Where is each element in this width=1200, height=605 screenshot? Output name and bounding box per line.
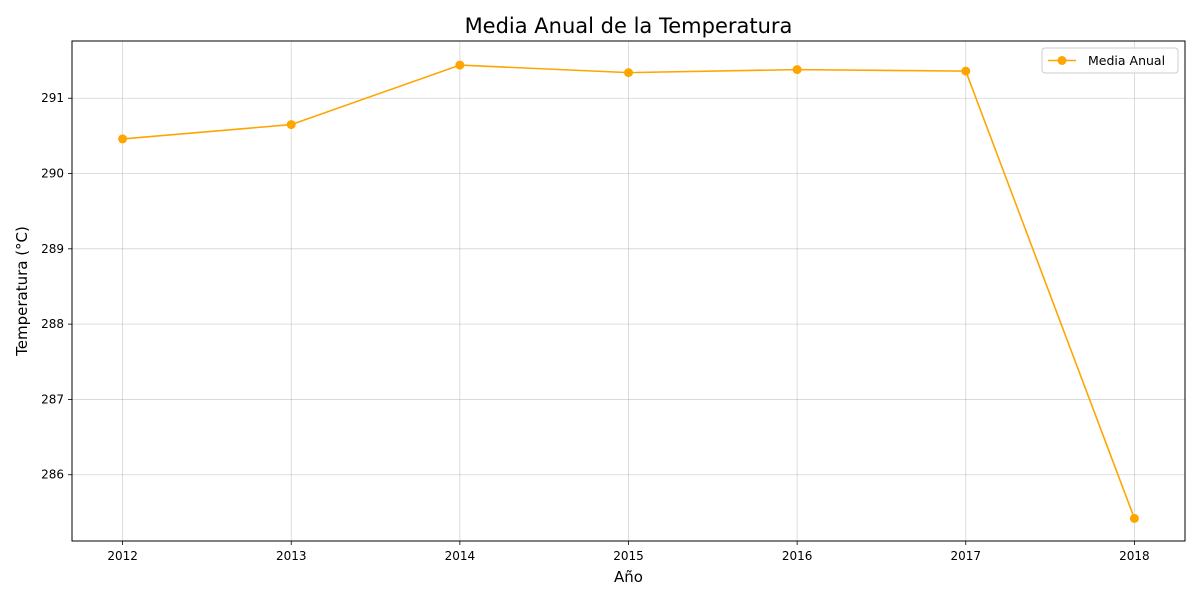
data-point (455, 60, 465, 70)
legend-box (1041, 47, 1179, 74)
y-tick-label: 289 (41, 242, 64, 256)
data-point (792, 65, 802, 75)
y-tick-label: 288 (41, 317, 64, 331)
y-axis-ticks: 286 287 288 289 290 291 (41, 91, 72, 482)
x-tick-label: 2014 (445, 549, 476, 563)
y-tick-label: 286 (41, 468, 64, 482)
data-point (118, 134, 128, 144)
x-axis-label: Año (614, 568, 643, 586)
legend-marker-sample (1057, 56, 1067, 65)
data-point (624, 68, 633, 78)
grid-layer (72, 41, 1185, 541)
chart-title: Media Anual de la Temperatura (465, 14, 793, 38)
data-point (286, 120, 296, 130)
y-axis-label: Temperatura (°C) (13, 226, 31, 357)
x-tick-label: 2017 (950, 549, 981, 563)
y-tick-label: 291 (41, 91, 64, 105)
x-tick-label: 2018 (1119, 549, 1150, 563)
series-layer (118, 60, 1139, 523)
legend-entry-label: Media Anual (1088, 53, 1165, 68)
x-tick-label: 2015 (613, 549, 644, 563)
y-tick-label: 290 (41, 167, 64, 181)
x-axis-ticks: 2012 2013 2014 2015 2016 2017 2018 (107, 541, 1150, 563)
data-point (1129, 513, 1139, 523)
x-tick-label: 2016 (782, 549, 813, 563)
legend: Media Anual (1041, 47, 1179, 74)
y-tick-label: 287 (41, 392, 64, 406)
x-tick-label: 2013 (276, 549, 307, 563)
data-point (961, 66, 971, 76)
x-tick-label: 2012 (107, 549, 138, 563)
